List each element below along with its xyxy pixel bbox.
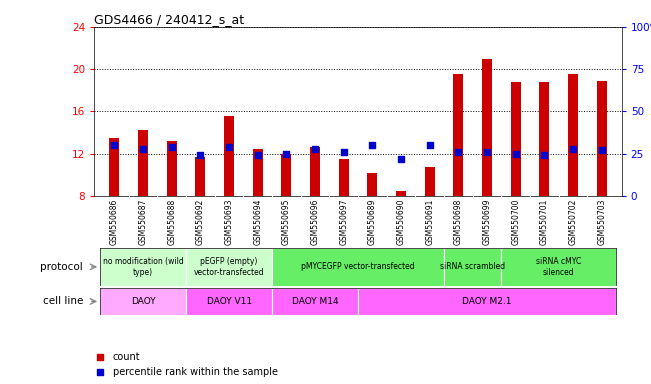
- Text: DAOY V11: DAOY V11: [206, 297, 252, 306]
- Text: no modification (wild
type): no modification (wild type): [103, 257, 184, 276]
- Text: GDS4466 / 240412_s_at: GDS4466 / 240412_s_at: [94, 13, 245, 26]
- Point: [94, 354, 105, 360]
- Text: GSM550701: GSM550701: [540, 198, 549, 245]
- Bar: [310, 147, 320, 196]
- Text: DAOY M14: DAOY M14: [292, 297, 339, 306]
- Point: [253, 152, 263, 158]
- Point: [568, 146, 578, 152]
- Point: [281, 151, 292, 157]
- Text: siRNA cMYC
silenced: siRNA cMYC silenced: [536, 257, 581, 276]
- Bar: [539, 82, 549, 196]
- Text: siRNA scrambled: siRNA scrambled: [440, 262, 505, 271]
- Bar: [568, 74, 578, 196]
- Text: percentile rank within the sample: percentile rank within the sample: [113, 367, 278, 377]
- Text: GSM550693: GSM550693: [225, 198, 234, 245]
- Text: GSM550689: GSM550689: [368, 198, 377, 245]
- Text: GSM550695: GSM550695: [282, 198, 291, 245]
- Bar: [281, 154, 292, 196]
- Point: [453, 149, 464, 155]
- Point: [195, 152, 206, 158]
- Bar: [186, 288, 272, 315]
- Point: [94, 369, 105, 376]
- Text: GSM550687: GSM550687: [139, 198, 148, 245]
- Bar: [167, 141, 177, 196]
- Text: pMYCEGFP vector-transfected: pMYCEGFP vector-transfected: [301, 262, 415, 271]
- Point: [109, 142, 120, 148]
- Text: GSM550691: GSM550691: [425, 198, 434, 245]
- Text: GSM550699: GSM550699: [482, 198, 492, 245]
- Text: protocol: protocol: [40, 262, 83, 272]
- Bar: [358, 288, 616, 315]
- Bar: [339, 159, 349, 196]
- Bar: [501, 248, 616, 286]
- Text: GSM550697: GSM550697: [339, 198, 348, 245]
- Bar: [367, 173, 378, 196]
- Text: GSM550696: GSM550696: [311, 198, 320, 245]
- Point: [138, 146, 148, 152]
- Bar: [186, 248, 272, 286]
- Bar: [424, 167, 435, 196]
- Bar: [224, 116, 234, 196]
- Text: GSM550703: GSM550703: [597, 198, 606, 245]
- Point: [167, 144, 177, 150]
- Point: [539, 152, 549, 158]
- Text: cell line: cell line: [42, 296, 83, 306]
- Bar: [396, 190, 406, 196]
- Bar: [138, 131, 148, 196]
- Text: DAOY M2.1: DAOY M2.1: [462, 297, 512, 306]
- Text: GSM550688: GSM550688: [167, 198, 176, 245]
- Point: [396, 156, 406, 162]
- Point: [510, 151, 521, 157]
- Text: GSM550700: GSM550700: [511, 198, 520, 245]
- Text: GSM550686: GSM550686: [110, 198, 119, 245]
- Point: [339, 149, 349, 155]
- Bar: [272, 248, 444, 286]
- Bar: [100, 288, 186, 315]
- Bar: [482, 59, 492, 196]
- Bar: [100, 248, 186, 286]
- Bar: [253, 149, 263, 196]
- Point: [310, 146, 320, 152]
- Bar: [596, 81, 607, 196]
- Point: [367, 142, 378, 148]
- Point: [596, 147, 607, 153]
- Bar: [272, 288, 358, 315]
- Text: DAOY: DAOY: [131, 297, 156, 306]
- Text: count: count: [113, 352, 141, 362]
- Text: GSM550690: GSM550690: [396, 198, 406, 245]
- Text: GSM550702: GSM550702: [568, 198, 577, 245]
- Point: [224, 144, 234, 150]
- Bar: [453, 74, 464, 196]
- Text: GSM550694: GSM550694: [253, 198, 262, 245]
- Bar: [195, 157, 206, 196]
- Point: [424, 142, 435, 148]
- Text: pEGFP (empty)
vector-transfected: pEGFP (empty) vector-transfected: [194, 257, 264, 276]
- Point: [482, 149, 492, 155]
- Text: GSM550692: GSM550692: [196, 198, 205, 245]
- Bar: [109, 138, 120, 196]
- Bar: [510, 82, 521, 196]
- Text: GSM550698: GSM550698: [454, 198, 463, 245]
- Bar: [444, 248, 501, 286]
